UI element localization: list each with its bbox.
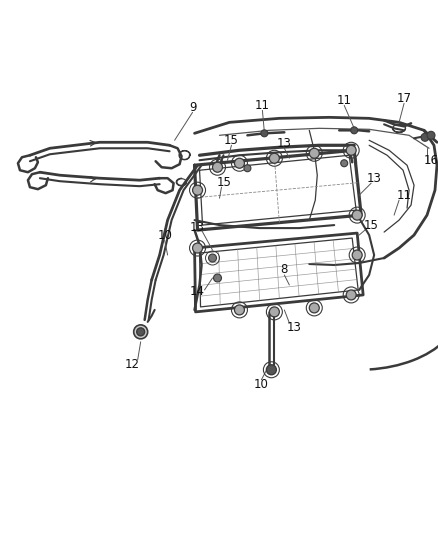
Text: 13: 13	[366, 172, 381, 185]
Circle shape	[213, 274, 221, 282]
Circle shape	[350, 127, 357, 134]
Circle shape	[351, 250, 361, 260]
Text: 16: 16	[423, 154, 438, 167]
Text: 11: 11	[396, 189, 411, 201]
Text: 9: 9	[188, 101, 196, 114]
Circle shape	[269, 307, 279, 317]
Text: 15: 15	[363, 219, 378, 232]
Text: 8: 8	[280, 263, 287, 277]
Circle shape	[309, 303, 318, 313]
Text: 17: 17	[396, 92, 411, 105]
Circle shape	[212, 162, 222, 172]
Circle shape	[266, 365, 276, 375]
Circle shape	[269, 154, 279, 163]
Circle shape	[136, 328, 145, 336]
Text: 14: 14	[190, 286, 205, 298]
Text: 11: 11	[336, 94, 351, 107]
Circle shape	[426, 131, 434, 139]
Circle shape	[234, 305, 244, 315]
Circle shape	[134, 325, 147, 339]
Text: 15: 15	[216, 176, 231, 189]
Circle shape	[260, 130, 267, 137]
Circle shape	[208, 254, 216, 262]
Circle shape	[420, 133, 428, 141]
Text: 13: 13	[286, 321, 301, 334]
Text: 13: 13	[276, 137, 291, 150]
Text: 15: 15	[223, 134, 238, 147]
Text: 10: 10	[253, 378, 268, 391]
Text: 13: 13	[190, 221, 205, 233]
Circle shape	[309, 148, 318, 158]
Circle shape	[346, 146, 355, 155]
Circle shape	[346, 290, 355, 300]
Circle shape	[192, 185, 202, 195]
Text: 10: 10	[157, 229, 172, 241]
Text: 11: 11	[254, 99, 269, 112]
Circle shape	[234, 158, 244, 168]
Circle shape	[192, 243, 202, 253]
Circle shape	[351, 210, 361, 220]
Circle shape	[244, 165, 251, 172]
Text: 12: 12	[124, 358, 139, 372]
Circle shape	[340, 160, 347, 167]
